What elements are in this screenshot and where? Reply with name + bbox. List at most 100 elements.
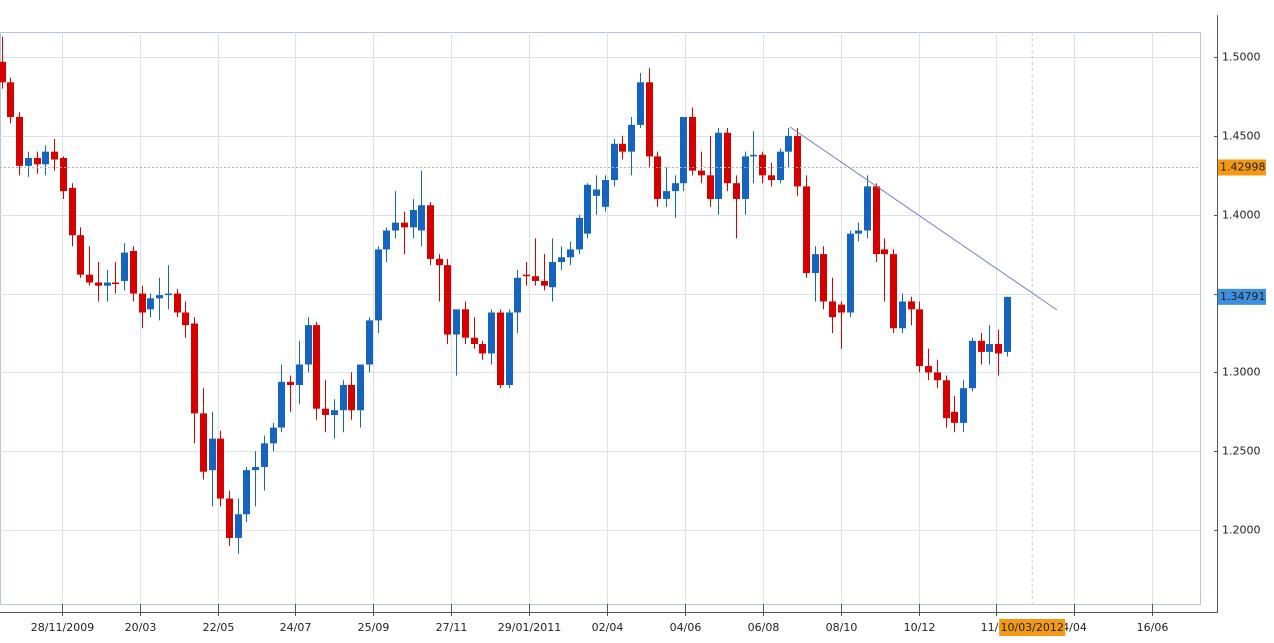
- candle-body: [471, 337, 478, 345]
- candle-body: [357, 364, 364, 411]
- candle-body: [689, 116, 696, 171]
- candle-body: [829, 301, 836, 318]
- candle-body: [637, 82, 644, 125]
- x-tick-label: 25/09: [358, 621, 390, 634]
- candle-body: [838, 304, 845, 313]
- x-tick-label: 24/07: [280, 621, 312, 634]
- x-tick-label: 27/11: [436, 621, 468, 634]
- candle-body: [392, 222, 399, 231]
- candle-body: [514, 277, 521, 313]
- candle-body: [200, 413, 207, 472]
- candle-body: [549, 262, 556, 288]
- candle-body: [130, 250, 137, 294]
- y-tick-label: 1.4500: [1222, 130, 1261, 143]
- candle-body: [112, 282, 119, 285]
- candle-body: [60, 157, 67, 192]
- x-tick-label: 10/12: [904, 621, 936, 634]
- candle-body: [348, 385, 355, 411]
- candle-body: [611, 143, 618, 181]
- candle-body: [707, 175, 714, 199]
- price-marker-label: 1.42998: [1220, 160, 1266, 173]
- candle-body: [1004, 296, 1011, 352]
- candle-body: [235, 514, 242, 538]
- candle-body: [270, 427, 277, 444]
- candle-body: [925, 366, 932, 373]
- candle-body: [252, 466, 259, 471]
- candle-body: [890, 254, 897, 329]
- candle-body: [287, 381, 294, 386]
- candle-body: [881, 249, 888, 255]
- price-marker-box: [1218, 288, 1266, 305]
- candle-body: [523, 274, 530, 277]
- x-tick-label: 08/10: [826, 621, 858, 634]
- candle-body: [217, 438, 224, 499]
- candle-body: [847, 233, 854, 313]
- candle-body: [7, 82, 14, 117]
- x-tick-label: 22/05: [203, 621, 235, 634]
- candle-body: [873, 186, 880, 255]
- candle-body: [444, 265, 451, 335]
- x-tick-label: 02/04: [592, 621, 624, 634]
- candle-body: [16, 116, 23, 166]
- candle-body: [803, 186, 810, 274]
- candle-body: [226, 498, 233, 538]
- candle-body: [77, 235, 84, 275]
- candle-body: [584, 184, 591, 234]
- candle-body: [733, 183, 740, 199]
- candle-body: [759, 154, 766, 176]
- candle-body: [410, 210, 417, 228]
- candle-body: [899, 301, 906, 329]
- candle-body: [820, 254, 827, 302]
- candle-body: [951, 411, 958, 423]
- current-date-label: 10/03/2012: [1000, 621, 1063, 634]
- y-tick-label: 1.4000: [1222, 209, 1261, 222]
- candle-body: [864, 186, 871, 231]
- candle-body: [698, 170, 705, 176]
- candle-body: [0, 61, 6, 83]
- candle-body: [156, 295, 163, 299]
- current-date-box: [999, 619, 1066, 636]
- candle-body: [147, 298, 154, 310]
- candle-body: [654, 156, 661, 199]
- candle-body: [139, 293, 146, 313]
- candle-body: [383, 230, 390, 250]
- y-tick-label: 1.2000: [1222, 524, 1261, 537]
- candle-body: [986, 344, 993, 352]
- candle-body: [174, 293, 181, 313]
- candle-body: [278, 381, 285, 428]
- candle-body: [296, 364, 303, 386]
- candle-body: [768, 175, 775, 181]
- candle-body: [95, 282, 102, 286]
- x-tick-label: 16/06: [1137, 621, 1169, 634]
- axis-labels: 1.20001.25001.30001.35001.40001.45001.50…: [31, 51, 1266, 636]
- candle-body: [51, 151, 58, 160]
- candle-body: [340, 385, 347, 411]
- candle-body: [742, 156, 749, 199]
- candle-body: [619, 143, 626, 152]
- candle-body: [567, 249, 574, 258]
- candle-body: [541, 280, 548, 286]
- x-tick-label: 06/08: [748, 621, 780, 634]
- price-marker-box: [1218, 159, 1266, 176]
- candle-body: [261, 443, 268, 467]
- candle-body: [558, 257, 565, 263]
- y-tick-label: 1.3000: [1222, 366, 1261, 379]
- candle-body: [191, 323, 198, 414]
- candle-body: [777, 151, 784, 181]
- candle-body: [602, 180, 609, 207]
- x-tick-label: 4/04: [1062, 621, 1087, 634]
- candle-body: [593, 189, 600, 196]
- candle-body: [628, 124, 635, 152]
- candle-body: [34, 157, 41, 165]
- candle-body: [401, 222, 408, 228]
- candle-body: [121, 252, 128, 281]
- candle-body: [506, 312, 513, 386]
- candle-body: [25, 157, 32, 166]
- candle-body: [576, 217, 583, 250]
- candle-body: [479, 344, 486, 354]
- candle-body: [943, 380, 950, 419]
- candle-body: [375, 249, 382, 321]
- candle-body: [785, 135, 792, 152]
- candle-body: [680, 116, 687, 184]
